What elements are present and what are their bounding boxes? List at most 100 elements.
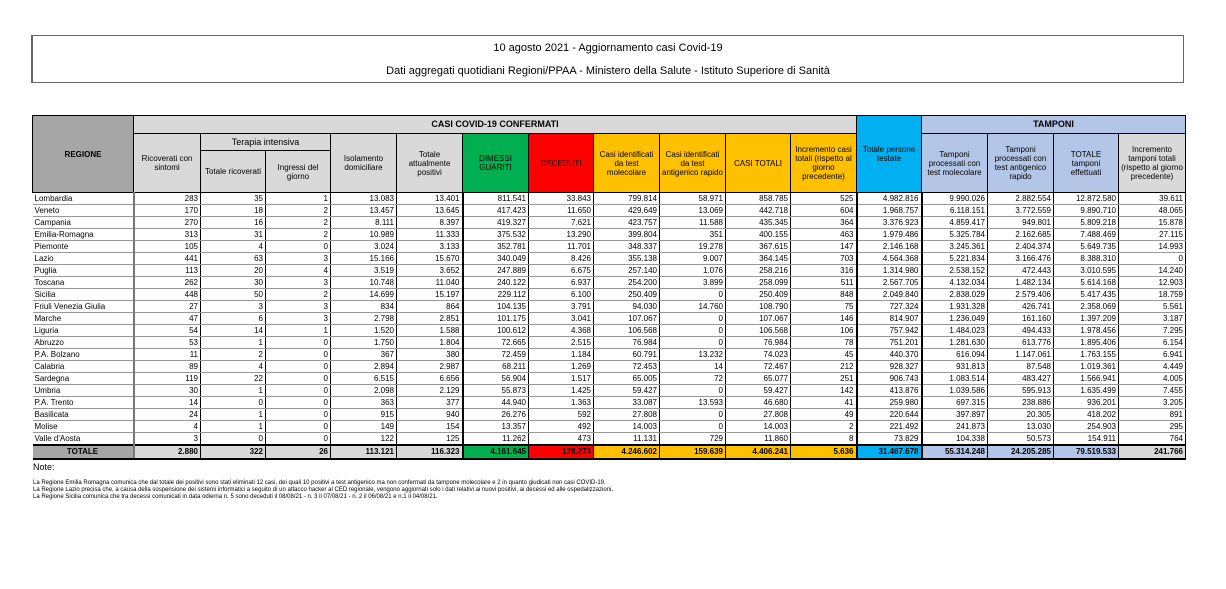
cell-value: 241.873 [921, 420, 988, 433]
table-row: Toscana 262 30 3 10.748 11.040 240.122 6.937 254… [32, 276, 1186, 289]
region-name: Basilicata [32, 408, 135, 421]
cell-value: 13.069 [659, 204, 726, 217]
cell-value: 936.201 [1053, 396, 1119, 409]
cell-value: 931.813 [921, 360, 988, 373]
cell-value: 13.645 [396, 204, 464, 217]
col-deceduti: DECEDUTI [528, 133, 594, 193]
cell-value: 55.873 [462, 384, 529, 397]
cell-value: 161.160 [987, 312, 1054, 325]
cell-value: 0 [265, 360, 331, 373]
cell-value: 72.665 [462, 336, 529, 349]
cell-value: 5.636 [790, 444, 858, 460]
cell-value: 0 [265, 240, 331, 253]
cell-value: 419.327 [462, 216, 529, 229]
cell-value: 3.772.559 [987, 204, 1054, 217]
cell-value: 441 [133, 252, 201, 265]
cell-value: 73.829 [856, 432, 923, 446]
report-subtitle: Dati aggregati quotidiani Regioni/PPAA -… [386, 65, 830, 77]
cell-value: 20 [200, 264, 266, 277]
cell-value: 426.741 [987, 300, 1054, 313]
cell-value: 352.781 [462, 240, 529, 253]
table-row: Lazio 441 63 3 15.166 15.670 340.049 8.426 355.1… [32, 252, 1186, 265]
region-name: Valle d'Aosta [32, 432, 135, 446]
region-name: Sicilia [32, 288, 135, 301]
cell-value: 0 [659, 384, 726, 397]
cell-value: 367.615 [725, 240, 791, 253]
cell-value: 48.065 [1118, 204, 1186, 217]
cell-value: 58.971 [659, 192, 726, 205]
col-casi-antigenico: Casi identificati da test antigenico rap… [659, 133, 726, 193]
table-row: P.A. Bolzano 11 2 0 367 380 72.459 1.184 60.791 1… [32, 348, 1186, 361]
cell-value: 101.175 [462, 312, 529, 325]
cell-value: 0 [265, 384, 331, 397]
cell-value: 2 [265, 216, 331, 229]
cell-value: 313 [133, 228, 201, 241]
cell-value: 14.003 [725, 420, 791, 433]
cell-value: 113.121 [330, 444, 397, 460]
cell-value: 259.980 [856, 396, 923, 409]
cell-value: 258.216 [725, 264, 791, 277]
table-row: Puglia 113 20 4 3.519 3.652 247.889 6.675 257.14… [32, 264, 1186, 277]
cell-value: 9.007 [659, 252, 726, 265]
cell-value: 2.851 [396, 312, 464, 325]
cell-value: 6.515 [330, 372, 397, 385]
cell-value: 108.790 [725, 300, 791, 313]
table-row: Marche 47 6 3 2.798 2.851 101.175 3.041 107.067 0… [32, 312, 1186, 325]
cell-value: 0 [1118, 252, 1186, 265]
cell-value: 316 [790, 264, 858, 277]
region-name: Campania [32, 216, 135, 229]
cell-value: 1.517 [528, 372, 594, 385]
cell-value: 89 [133, 360, 201, 373]
cell-value: 4.982.816 [856, 192, 923, 205]
cell-value: 2 [265, 204, 331, 217]
col-incremento-casi: Incremento casi totali (rispetto al gior… [790, 133, 857, 193]
cell-value: 19.278 [659, 240, 726, 253]
cell-value: 1.804 [396, 336, 464, 349]
cell-value: 13.232 [659, 348, 726, 361]
cell-value: 15.197 [396, 288, 464, 301]
cell-value: 811.541 [462, 192, 529, 205]
report-title: 10 agosto 2021 - Aggiornamento casi Covi… [493, 42, 723, 54]
cell-value: 400.155 [725, 228, 791, 241]
note-line: La Regione Emilia Romagna comunica che d… [33, 480, 606, 486]
cell-value: 240.122 [462, 276, 529, 289]
cell-value: 1.978.456 [1053, 324, 1119, 337]
cell-value: 22 [200, 372, 266, 385]
col-tamponi-antigenico: Tamponi processati con test antigenico r… [987, 133, 1054, 193]
cell-value: 26 [265, 444, 331, 460]
table-row: Umbria 30 1 0 2.098 2.129 55.873 1.425 59.427 0 59… [32, 384, 1186, 397]
cell-value: 3.166.476 [987, 252, 1054, 265]
cell-value: 6.937 [528, 276, 594, 289]
cell-value: 146 [790, 312, 858, 325]
col-regione: REGIONE [32, 115, 134, 193]
cell-value: 8.426 [528, 252, 594, 265]
group-tamponi: TAMPONI [921, 115, 1186, 134]
region-name: Lazio [32, 252, 135, 265]
cell-value: 4.132.034 [921, 276, 988, 289]
cell-value: 1.750 [330, 336, 397, 349]
cell-value: 13.401 [396, 192, 464, 205]
cell-value: 1.314.980 [856, 264, 923, 277]
table-row: Abruzzo 53 1 0 1.750 1.804 72.665 2.515 76.984 0 7… [32, 336, 1186, 349]
table-row: Molise 4 1 0 149 154 13.357 492 14.003 0 14.003 2 22… [32, 420, 1186, 433]
cell-value: 5.809.218 [1053, 216, 1119, 229]
cell-value: 11.333 [396, 228, 464, 241]
cell-value: 473 [528, 432, 594, 446]
cell-value: 50 [200, 288, 266, 301]
cell-value: 2.538.152 [921, 264, 988, 277]
cell-value: 1.968.757 [856, 204, 923, 217]
cell-value: 31.467.678 [856, 444, 923, 460]
cell-value: 63 [200, 252, 266, 265]
table-row: Basilicata 24 1 0 915 940 26.276 592 27.808 0 27.8… [32, 408, 1186, 421]
report-title-box: 10 agosto 2021 - Aggiornamento casi Covi… [31, 35, 1184, 83]
cell-value: 3.519 [330, 264, 397, 277]
cell-value: 31 [200, 228, 266, 241]
cell-value: 59.427 [593, 384, 660, 397]
cell-value: 4 [265, 264, 331, 277]
cell-value: 104.135 [462, 300, 529, 313]
cell-value: 3.133 [396, 240, 464, 253]
region-name: Abruzzo [32, 336, 135, 349]
cell-value: 2 [790, 420, 858, 433]
cell-value: 27.808 [725, 408, 791, 421]
col-ti-ingressi: Ingressi del giorno [265, 150, 331, 193]
